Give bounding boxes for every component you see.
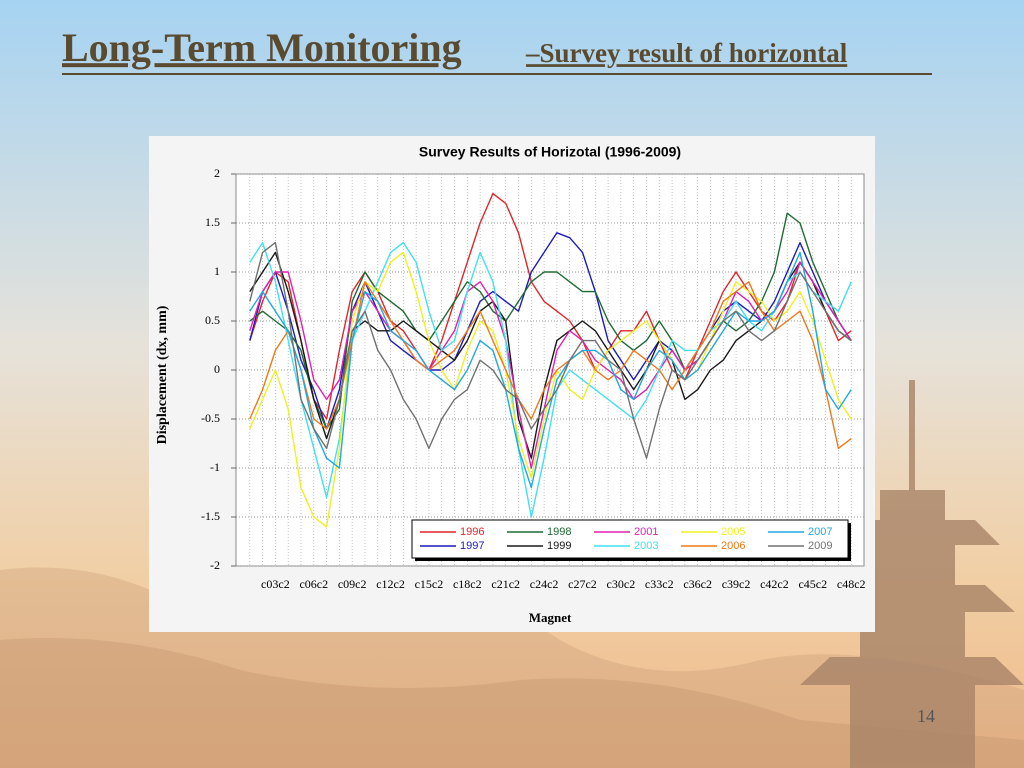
x-tick-label: c27c2 <box>568 577 597 591</box>
legend-label: 1996 <box>460 526 484 538</box>
x-tick-label: c36c2 <box>683 577 712 591</box>
y-tick-label: 0.5 <box>205 313 220 327</box>
x-tick-label: c12c2 <box>376 577 405 591</box>
legend-label: 2007 <box>808 526 832 538</box>
series-line <box>249 192 852 420</box>
y-tick-label: -2 <box>210 558 220 572</box>
series-line <box>249 281 852 450</box>
x-tick-label: c39c2 <box>722 577 751 591</box>
x-tick-label: c18c2 <box>453 577 482 591</box>
x-tick-label: c03c2 <box>261 577 290 591</box>
x-tick-label: c33c2 <box>645 577 674 591</box>
y-tick-label: -1.5 <box>201 509 220 523</box>
legend-label: 1998 <box>547 526 571 538</box>
legend-label: 2009 <box>808 540 832 552</box>
x-tick-label: c09c2 <box>338 577 367 591</box>
pagoda <box>800 380 1024 768</box>
legend-label: 1997 <box>460 540 484 552</box>
y-tick-label: -1 <box>210 460 220 474</box>
x-tick-label: c30c2 <box>607 577 636 591</box>
x-axis-label: Magnet <box>529 610 572 625</box>
series-line <box>249 241 852 459</box>
x-tick-label: c48c2 <box>837 577 866 591</box>
chart-title: Survey Results of Horizotal (1996-2009) <box>419 144 681 160</box>
x-tick-label: c21c2 <box>491 577 520 591</box>
page-number: 14 <box>917 706 935 726</box>
legend-label: 2005 <box>721 526 745 538</box>
legend-label: 1999 <box>547 540 571 552</box>
x-tick-label: c24c2 <box>530 577 559 591</box>
slide-subtitle: –Survey result of horizontal <box>525 38 848 68</box>
y-tick-label: 1 <box>214 264 220 278</box>
series-line <box>249 251 852 489</box>
y-tick-label: 1.5 <box>205 215 220 229</box>
x-tick-label: c15c2 <box>415 577 444 591</box>
x-tick-label: c42c2 <box>760 577 789 591</box>
slide-title: Long-Term Monitoring <box>62 25 462 70</box>
y-tick-label: 2 <box>214 166 220 180</box>
y-tick-label: 0 <box>214 362 220 376</box>
y-tick-label: -0.5 <box>201 411 220 425</box>
x-tick-label: c45c2 <box>798 577 827 591</box>
y-axis-label: Displacement (dx, mm) <box>155 305 170 444</box>
mountains-front <box>0 638 1024 768</box>
legend-label: 2003 <box>634 540 658 552</box>
legend-box <box>411 519 849 559</box>
x-tick-label: c06c2 <box>299 577 328 591</box>
legend-label: 2001 <box>634 526 658 538</box>
legend-label: 2006 <box>721 540 745 552</box>
